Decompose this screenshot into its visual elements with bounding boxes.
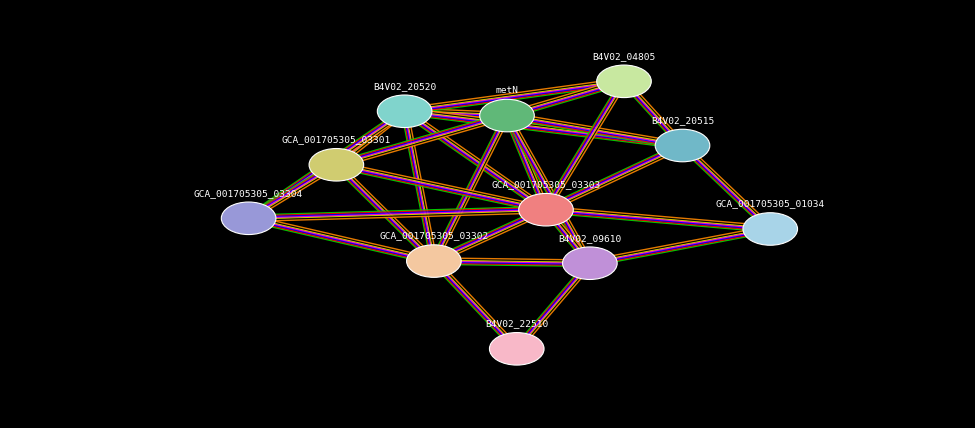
Text: B4V02_22510: B4V02_22510 <box>486 319 548 328</box>
Ellipse shape <box>407 245 461 277</box>
Text: B4V02_09610: B4V02_09610 <box>559 234 621 243</box>
Ellipse shape <box>563 247 617 279</box>
Ellipse shape <box>221 202 276 235</box>
Ellipse shape <box>309 149 364 181</box>
Text: B4V02_20520: B4V02_20520 <box>373 82 436 91</box>
Ellipse shape <box>480 99 534 132</box>
Ellipse shape <box>597 65 651 98</box>
Ellipse shape <box>519 193 573 226</box>
Ellipse shape <box>743 213 798 245</box>
Ellipse shape <box>655 129 710 162</box>
Ellipse shape <box>489 333 544 365</box>
Text: GCA_001705305_03303: GCA_001705305_03303 <box>491 180 601 189</box>
Text: GCA_001705305_03301: GCA_001705305_03301 <box>282 135 391 144</box>
Text: GCA_001705305_03302: GCA_001705305_03302 <box>379 232 488 241</box>
Text: GCA_001705305_03304: GCA_001705305_03304 <box>194 189 303 198</box>
Text: B4V02_20515: B4V02_20515 <box>651 116 714 125</box>
Text: metN: metN <box>495 86 519 95</box>
Ellipse shape <box>377 95 432 128</box>
Text: B4V02_04805: B4V02_04805 <box>593 52 655 61</box>
Text: GCA_001705305_01034: GCA_001705305_01034 <box>716 199 825 208</box>
